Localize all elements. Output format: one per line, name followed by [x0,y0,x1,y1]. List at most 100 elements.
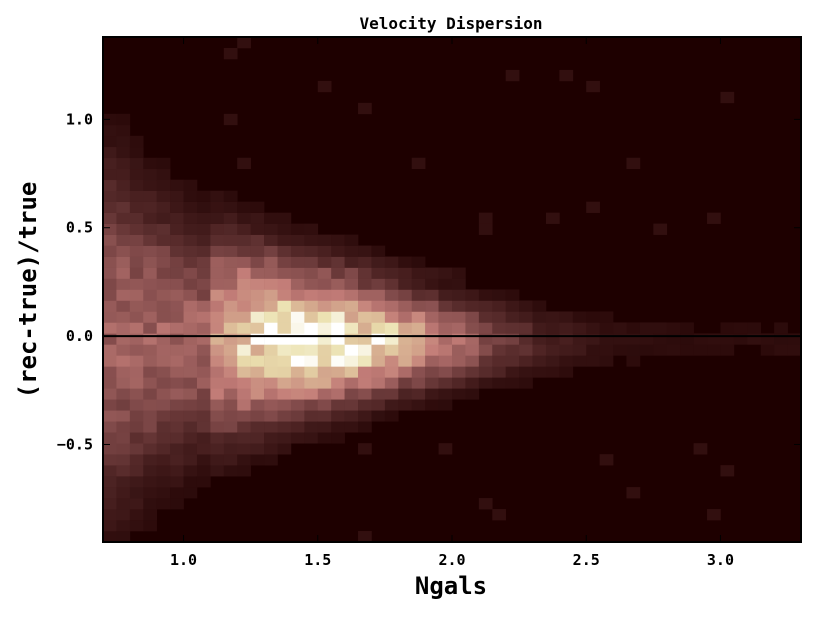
heatmap-cell [438,388,453,400]
heatmap-cell [223,113,238,126]
heatmap-cell [129,234,144,246]
heatmap-cell [223,454,238,466]
heatmap-cell [210,256,225,268]
heatmap-cell [277,388,292,400]
heatmap-cell [116,487,131,499]
heatmap-cell [290,344,305,356]
heatmap-cell [599,311,614,323]
heatmap-cell [680,344,694,356]
heatmap-cell [371,355,386,367]
heatmap-cell [371,366,386,378]
heatmap-cell [384,355,399,367]
heatmap-cell [237,377,251,389]
heatmap-cell [223,311,238,323]
heatmap-cell [452,333,466,345]
heatmap-cell [465,344,480,356]
heatmap-cell [196,399,211,411]
heatmap-cell [478,377,493,389]
heatmap-cell [223,223,238,235]
heatmap-cell [183,443,198,455]
heatmap-cell [116,245,131,257]
heatmap-cell [290,267,305,279]
heatmap-cell [505,355,520,367]
heatmap-cell [183,410,198,422]
heatmap-cell [116,113,131,126]
heatmap-cell [250,201,265,213]
heatmap-cell [331,322,345,334]
heatmap-cell [156,476,171,488]
heatmap-cell [116,278,131,290]
heatmap-cell [116,289,131,301]
heatmap-cell [250,223,265,235]
heatmap-cell [250,234,265,246]
heatmap-cell [156,179,171,191]
heatmap-cell [156,267,171,279]
heatmap-cell [183,311,198,323]
heatmap-cell [438,322,453,334]
heatmap-cell [143,487,157,499]
heatmap-cell [304,278,319,290]
heatmap-cell [183,223,198,235]
heatmap-cell [223,465,238,477]
x-axis-ticks: 1.0 1.5 2.0 2.5 3.0 [170,37,734,569]
heatmap-cell [277,399,292,411]
heatmap-cell [129,498,144,510]
heatmap-cell [344,388,359,400]
heatmap-cell [103,322,117,334]
heatmap-cell [103,234,117,246]
heatmap-cell [425,289,439,301]
heatmap-cell [143,366,157,378]
heatmap-cell [331,311,345,323]
heatmap-cell [331,388,345,400]
heatmap-cell [129,256,144,268]
heatmap-cell [129,278,144,290]
heatmap-cell [398,333,413,345]
heatmap-cell [156,344,171,356]
heatmap-cell [680,333,694,345]
heatmap-cell [183,300,198,312]
heatmap-cell [170,212,184,224]
heatmap-cell [103,509,117,521]
heatmap-cell [277,421,292,433]
heatmap-cell [519,333,533,345]
heatmap-cell [129,212,144,224]
heatmap-cell [183,476,198,488]
heatmap-cell [129,267,144,279]
heatmap-cell [250,311,265,323]
heatmap-cell [116,355,131,367]
heatmap-cell [143,212,157,224]
heatmap-cell [290,377,305,389]
heatmap-cell [129,487,144,499]
heatmap-cell [250,300,265,312]
heatmap-cell [103,333,117,345]
heatmap-cell [143,311,157,323]
heatmap-cell [317,366,332,378]
heatmap-cell [143,289,157,301]
heatmap-cell [143,333,157,345]
heatmap-cell [411,388,426,400]
heatmap-cell [478,366,493,378]
heatmap-cell [196,223,211,235]
heatmap-cell [223,278,238,290]
heatmap-cell [170,355,184,367]
heatmap-cell [116,366,131,378]
heatmap-cell [264,388,278,400]
heatmap-cell [290,256,305,268]
heatmap-cell [317,388,332,400]
heatmap-cell [425,399,439,411]
heatmap-cell [103,443,117,455]
heatmap-cell [532,300,547,312]
y-axis-ticks: −0.5 0.0 0.5 1.0 [57,110,801,453]
heatmap-cell [545,322,560,334]
heatmap-cell [398,322,413,334]
heatmap-cell [116,344,131,356]
heatmap-cell [116,311,131,323]
heatmap-cell [733,322,748,334]
heatmap-cell [237,322,251,334]
heatmap-cell [183,322,198,334]
heatmap-cell [653,223,668,235]
heatmap-cell [170,344,184,356]
heatmap-cell [277,300,292,312]
heatmap-cell [170,223,184,235]
